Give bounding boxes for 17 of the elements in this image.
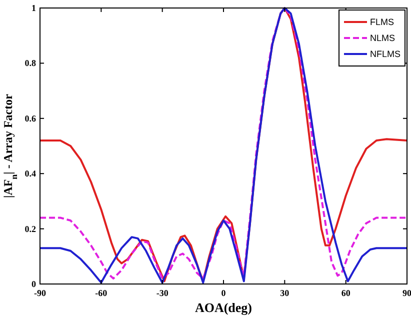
y-tick-label: 0 bbox=[32, 279, 36, 289]
y-tick-label: 1 bbox=[32, 3, 36, 13]
y-tick-label: 0.4 bbox=[24, 168, 36, 179]
x-tick-label: -60 bbox=[95, 288, 108, 298]
x-tick-label: -90 bbox=[34, 288, 46, 298]
y-tick-label: 0.6 bbox=[24, 113, 36, 124]
y-tick-label: 0.2 bbox=[24, 224, 36, 234]
x-tick-label: 60 bbox=[341, 288, 351, 298]
x-tick-label: 90 bbox=[402, 288, 411, 298]
x-axis-title: AOA(deg) bbox=[194, 300, 252, 315]
legend-label: NFLMS bbox=[370, 49, 401, 59]
x-tick-label: 30 bbox=[280, 288, 290, 298]
legend-label: NLMS bbox=[370, 33, 396, 43]
y-tick-label: 0.8 bbox=[24, 58, 36, 68]
x-tick-label: -30 bbox=[156, 288, 169, 298]
x-tick-label: 0 bbox=[221, 288, 226, 298]
legend-label: FLMS bbox=[370, 17, 394, 27]
